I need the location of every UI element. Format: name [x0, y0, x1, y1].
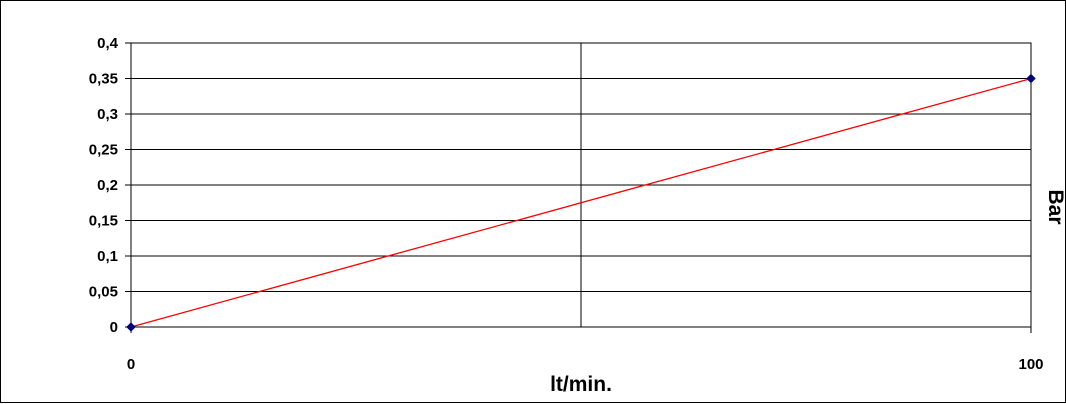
data-point-marker: [126, 322, 136, 332]
x-axis-title: lt/min.: [550, 373, 612, 396]
series-line: [130, 77, 1032, 328]
y-tick-label: 0,3: [97, 106, 118, 123]
y-tick-label: 0,2: [97, 177, 118, 194]
y-tick-label: 0,05: [89, 284, 118, 301]
y-tick-label: 0,25: [89, 142, 118, 159]
y-tick-label: 0,4: [97, 35, 119, 52]
y-tick-label: 0,15: [89, 213, 118, 230]
series: [126, 73, 1036, 332]
x-tick-label: 100: [1018, 356, 1043, 373]
y-tick-label: 0: [110, 319, 118, 336]
y-tick-label: 0,35: [89, 71, 118, 88]
data-point-marker: [1026, 73, 1036, 84]
y-tick-label: 0,1: [97, 248, 118, 265]
x-tick-label: 0: [127, 356, 135, 373]
tick-labels: 0 0,05 0,1 0,15 0,2 0,25 0,3 0,35 0,4 0 100: [89, 35, 1044, 373]
y-axis-title: Bar: [1044, 189, 1066, 224]
